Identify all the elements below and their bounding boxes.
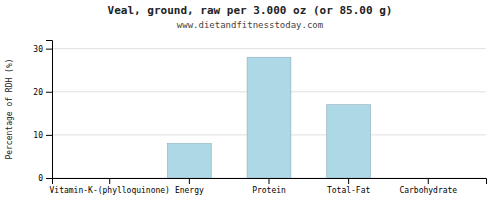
tick-label: Energy [175,186,204,195]
bar [88,178,132,179]
bar [247,57,291,178]
tick-mark [348,178,349,184]
tick-mark [46,135,52,136]
tick-label: Total-Fat [327,186,371,195]
axis-line [53,179,487,185]
chart-container: Veal, ground, raw per 3.000 oz (or 85.00… [0,0,500,200]
title: Veal, ground, raw per 3.000 oz (or 85.00… [108,4,393,17]
tick-mark [46,49,52,50]
chart: Veal, ground, raw per 3.000 oz (or 85.00… [0,0,500,200]
y-axis: 0 10 20 30 [33,41,52,184]
grid [52,49,486,178]
tick-label: 0 [38,174,43,183]
tick: 10 [33,131,52,140]
tick-mark [428,178,429,184]
tick-mark [46,92,52,93]
tick-mark [109,178,110,184]
tick: Carbohydrate [399,178,457,195]
tick: Vitamin-K-(phylloquinone) [50,178,170,195]
bar [167,144,211,179]
tick-label: Vitamin-K-(phylloquinone) [50,186,170,195]
y-axis-title: Percentage of RDH (%) [5,58,14,159]
tick-mark [269,178,270,184]
tick-label: 20 [33,88,43,97]
x-axis: Vitamin-K-(phylloquinone) Energy Protein To… [50,178,487,195]
grid-line [52,48,486,49]
tick-label: Carbohydrate [399,186,457,195]
tick-label: 10 [33,131,43,140]
plot: 0 10 20 30 Vitamin-K-(phylloquinone) Energy Pr… [33,41,486,195]
tick: 0 [38,174,52,183]
tick-label: Protein [252,186,286,195]
tick-label: 30 [33,45,43,54]
subtitle: www.dietandfitnesstoday.com [177,20,323,30]
bar [327,105,371,178]
tick-mark [189,178,190,184]
bars [167,57,370,178]
axis-line [46,41,53,179]
tick: 20 [33,88,52,97]
tick-mark [46,178,52,179]
tick: Energy [175,178,204,195]
tick: 30 [33,45,52,54]
bar [406,178,450,179]
tick: Protein [252,178,286,195]
tick: Total-Fat [327,178,371,195]
